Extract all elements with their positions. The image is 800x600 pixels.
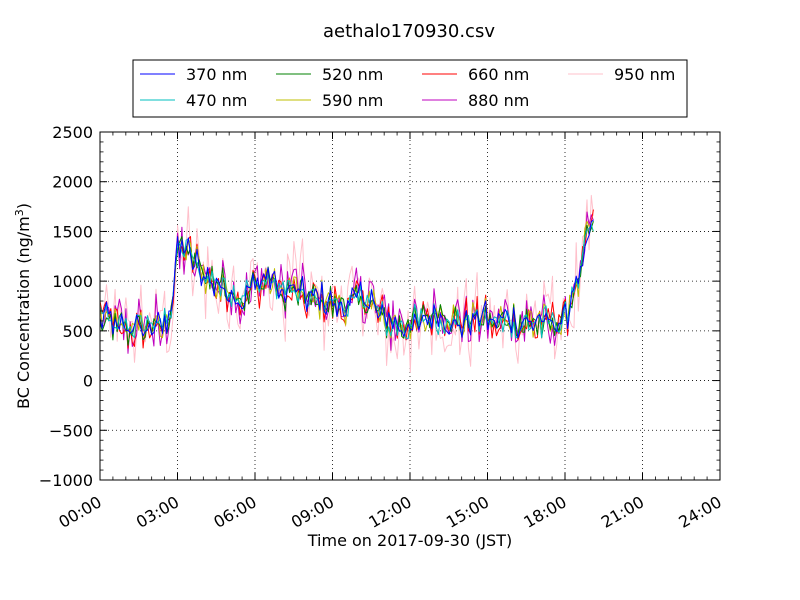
x-tick-label: 24:00 [675,492,724,532]
x-tick-label: 09:00 [288,492,337,532]
x-tick-label: 21:00 [598,492,647,532]
y-axis-label-main: BC Concentration (ng/m [14,216,33,409]
x-tick-label: 00:00 [55,492,104,532]
legend-label: 950 nm [614,65,675,84]
x-tick-labels: 00:00 03:00 06:00 09:00 12:00 15:00 18:00 21:00… [55,492,724,532]
y-tick-label: 1500 [52,222,93,241]
y-tick-label: 1000 [52,272,93,291]
y-axis-label-end: ) [14,203,33,209]
x-tick-label: 03:00 [133,492,182,532]
plot-background [100,132,720,480]
y-tick-labels: −1000 −500 0 500 1000 1500 2000 2500 [39,123,93,490]
x-tick-label: 06:00 [210,492,259,532]
x-axis-label: Time on 2017-09-30 (JST) [307,531,512,550]
x-tick-label: 18:00 [520,492,569,532]
y-tick-label: 500 [62,322,93,341]
y-tick-label: −500 [49,421,93,440]
y-axis-label-superscript: 3 [13,209,26,216]
series-line-370-nm [99,219,594,339]
legend-label: 590 nm [322,91,383,110]
legend-label: 520 nm [322,65,383,84]
x-tick-label: 15:00 [443,492,492,532]
y-tick-label: 2500 [52,123,93,142]
series-line-470-nm [99,224,594,339]
legend-items: 370 nm 470 nm 520 nm 590 nm 660 nm 880 nm 950 … [140,65,675,110]
y-tick-label: −1000 [39,471,93,490]
legend: 370 nm 470 nm 520 nm 590 nm 660 nm 880 nm 950 … [132,59,688,118]
grid [100,132,720,480]
legend-label: 370 nm [186,65,247,84]
ticks [99,131,721,481]
series-lines [99,194,594,373]
chart-title: aethalo170930.csv [323,21,495,42]
legend-box [132,59,688,118]
legend-label: 880 nm [468,91,529,110]
x-tick-label: 12:00 [365,492,414,532]
y-tick-label: 2000 [52,173,93,192]
legend-label: 660 nm [468,65,529,84]
y-axis-label: BC Concentration (ng/m3) [13,203,33,409]
y-tick-label: 0 [83,372,93,391]
plot-area [99,131,721,481]
legend-label: 470 nm [186,91,247,110]
